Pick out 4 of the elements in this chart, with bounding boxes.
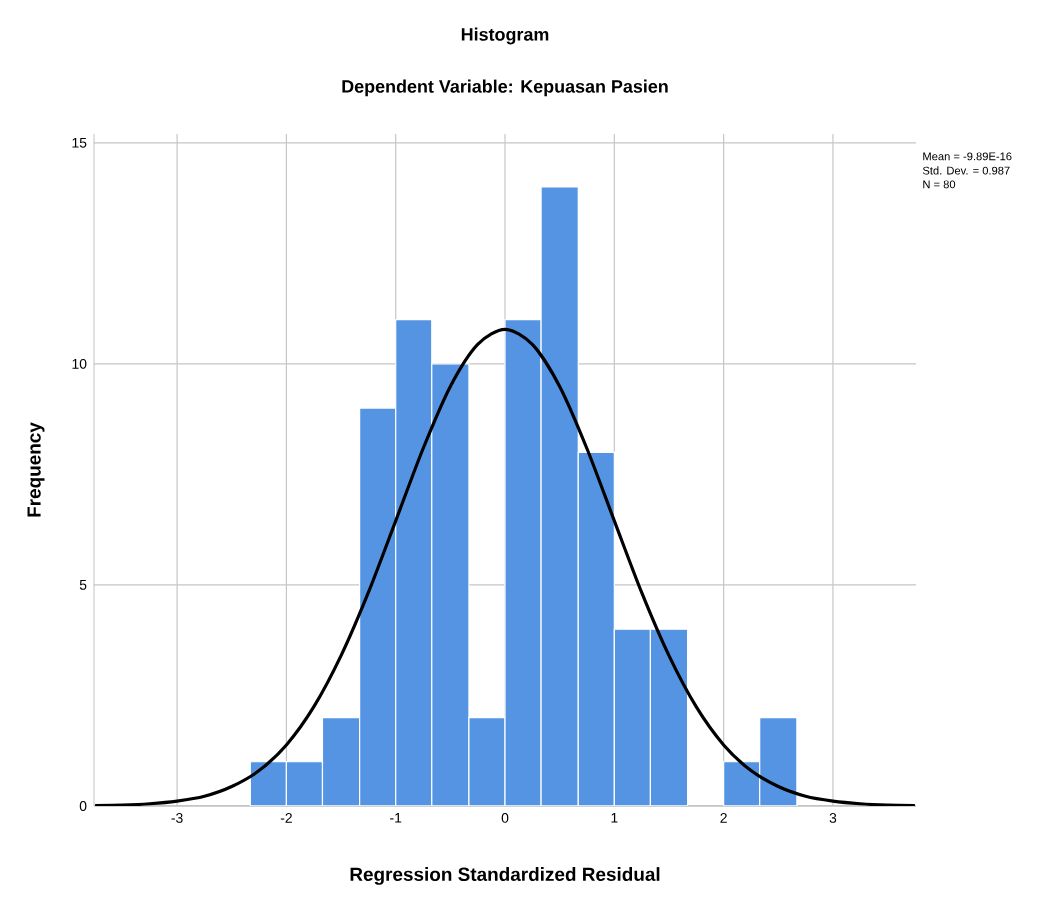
chart-title: Histogram: [461, 27, 549, 45]
x-axis-title: Regression Standardized Residual: [350, 867, 660, 885]
y-axis-title: Frequency: [27, 422, 45, 517]
chart-subtitle: Dependent Variable: Kepuasan Pasien: [342, 79, 668, 97]
